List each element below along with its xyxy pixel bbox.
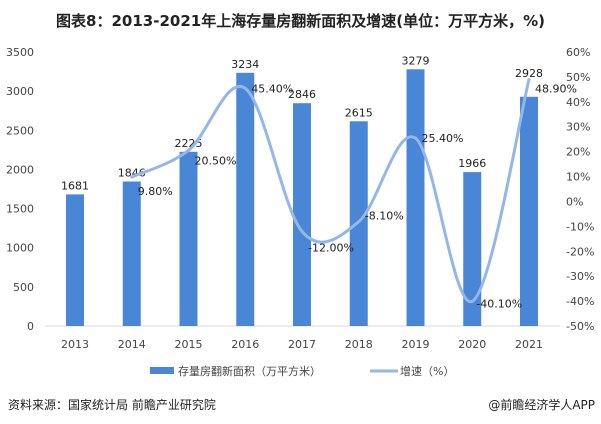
legend-bar-swatch xyxy=(150,367,174,374)
bar xyxy=(293,103,311,327)
bar-data-label: 2225 xyxy=(175,137,203,150)
line-data-label: 20.50% xyxy=(195,154,237,167)
right-tick-label: 30% xyxy=(566,121,590,134)
bar xyxy=(122,181,141,326)
left-tick-label: 3000 xyxy=(6,85,34,98)
line-data-label: 9.80% xyxy=(138,185,173,198)
bar xyxy=(236,72,255,326)
bar-data-label: 2928 xyxy=(515,67,543,80)
bar xyxy=(520,96,538,327)
x-tick-label: 2014 xyxy=(118,338,146,351)
line-data-label: 45.40% xyxy=(251,82,293,95)
growth-point xyxy=(414,136,417,140)
right-tick-label: -30% xyxy=(566,270,594,283)
right-tick-label: 10% xyxy=(566,171,590,184)
line-data-label: -8.10% xyxy=(365,210,404,223)
right-tick-label: 50% xyxy=(566,71,590,84)
left-tick-label: 2000 xyxy=(6,163,34,176)
right-tick-label: -40% xyxy=(566,295,594,308)
bar-data-label: 2846 xyxy=(288,88,316,101)
x-tick-label: 2015 xyxy=(175,338,203,351)
x-tick-label: 2021 xyxy=(515,338,543,351)
growth-point xyxy=(130,175,134,179)
growth-point xyxy=(300,229,304,233)
right-tick-label: -20% xyxy=(566,245,594,258)
bar-data-label: 1966 xyxy=(458,157,486,170)
x-tick-label: 2020 xyxy=(458,338,486,351)
line-data-label: -12.00% xyxy=(308,241,354,254)
right-tick-label: -50% xyxy=(566,320,594,333)
left-tick-label: 2500 xyxy=(6,124,34,137)
growth-point xyxy=(470,299,474,303)
bar-data-label: 1681 xyxy=(61,179,89,192)
chart-title: 图表8：2013-2021年上海存量房翻新面积及增速(单位：万平方米，%) xyxy=(56,12,545,30)
bar xyxy=(406,69,425,326)
left-tick-label: 3500 xyxy=(6,46,34,59)
right-tick-label: 60% xyxy=(566,46,590,59)
bar xyxy=(349,121,368,326)
line-data-label: 25.40% xyxy=(422,132,464,145)
legend-line-label: 增速（%） xyxy=(400,364,454,378)
right-tick-label: 40% xyxy=(566,96,590,109)
x-tick-label: 2016 xyxy=(231,338,259,351)
growth-point xyxy=(357,220,361,224)
line-data-label: -40.10% xyxy=(476,297,522,310)
left-tick-label: 1500 xyxy=(6,203,34,216)
bar-data-label: 2615 xyxy=(345,106,373,119)
x-tick-label: 2018 xyxy=(345,338,373,351)
x-tick-label: 2019 xyxy=(402,338,430,351)
growth-point xyxy=(187,148,190,152)
legend-bar-label: 存量房翻新面积（万平方米） xyxy=(178,364,321,378)
bar-data-label: 3234 xyxy=(231,58,259,71)
right-tick-label: -10% xyxy=(566,220,594,233)
bar xyxy=(66,194,84,326)
growth-point xyxy=(527,78,531,82)
line-data-label: 48.90% xyxy=(535,83,577,96)
bar xyxy=(463,172,482,326)
x-tick-label: 2013 xyxy=(61,338,89,351)
source-note: 资料来源：国家统计局 前瞻产业研究院 xyxy=(8,398,216,412)
right-tick-label: 0% xyxy=(566,195,583,208)
bar xyxy=(179,151,198,326)
growth-point xyxy=(243,86,247,90)
left-tick-label: 500 xyxy=(13,281,34,294)
right-tick-label: 20% xyxy=(566,146,590,159)
bar-data-label: 1846 xyxy=(118,166,146,179)
bar-data-label: 3279 xyxy=(402,54,430,67)
left-tick-label: 1000 xyxy=(6,242,34,255)
credit-note: @前瞻经济学人APP xyxy=(488,398,595,412)
left-tick-label: 0 xyxy=(27,320,34,333)
x-tick-label: 2017 xyxy=(288,338,316,351)
